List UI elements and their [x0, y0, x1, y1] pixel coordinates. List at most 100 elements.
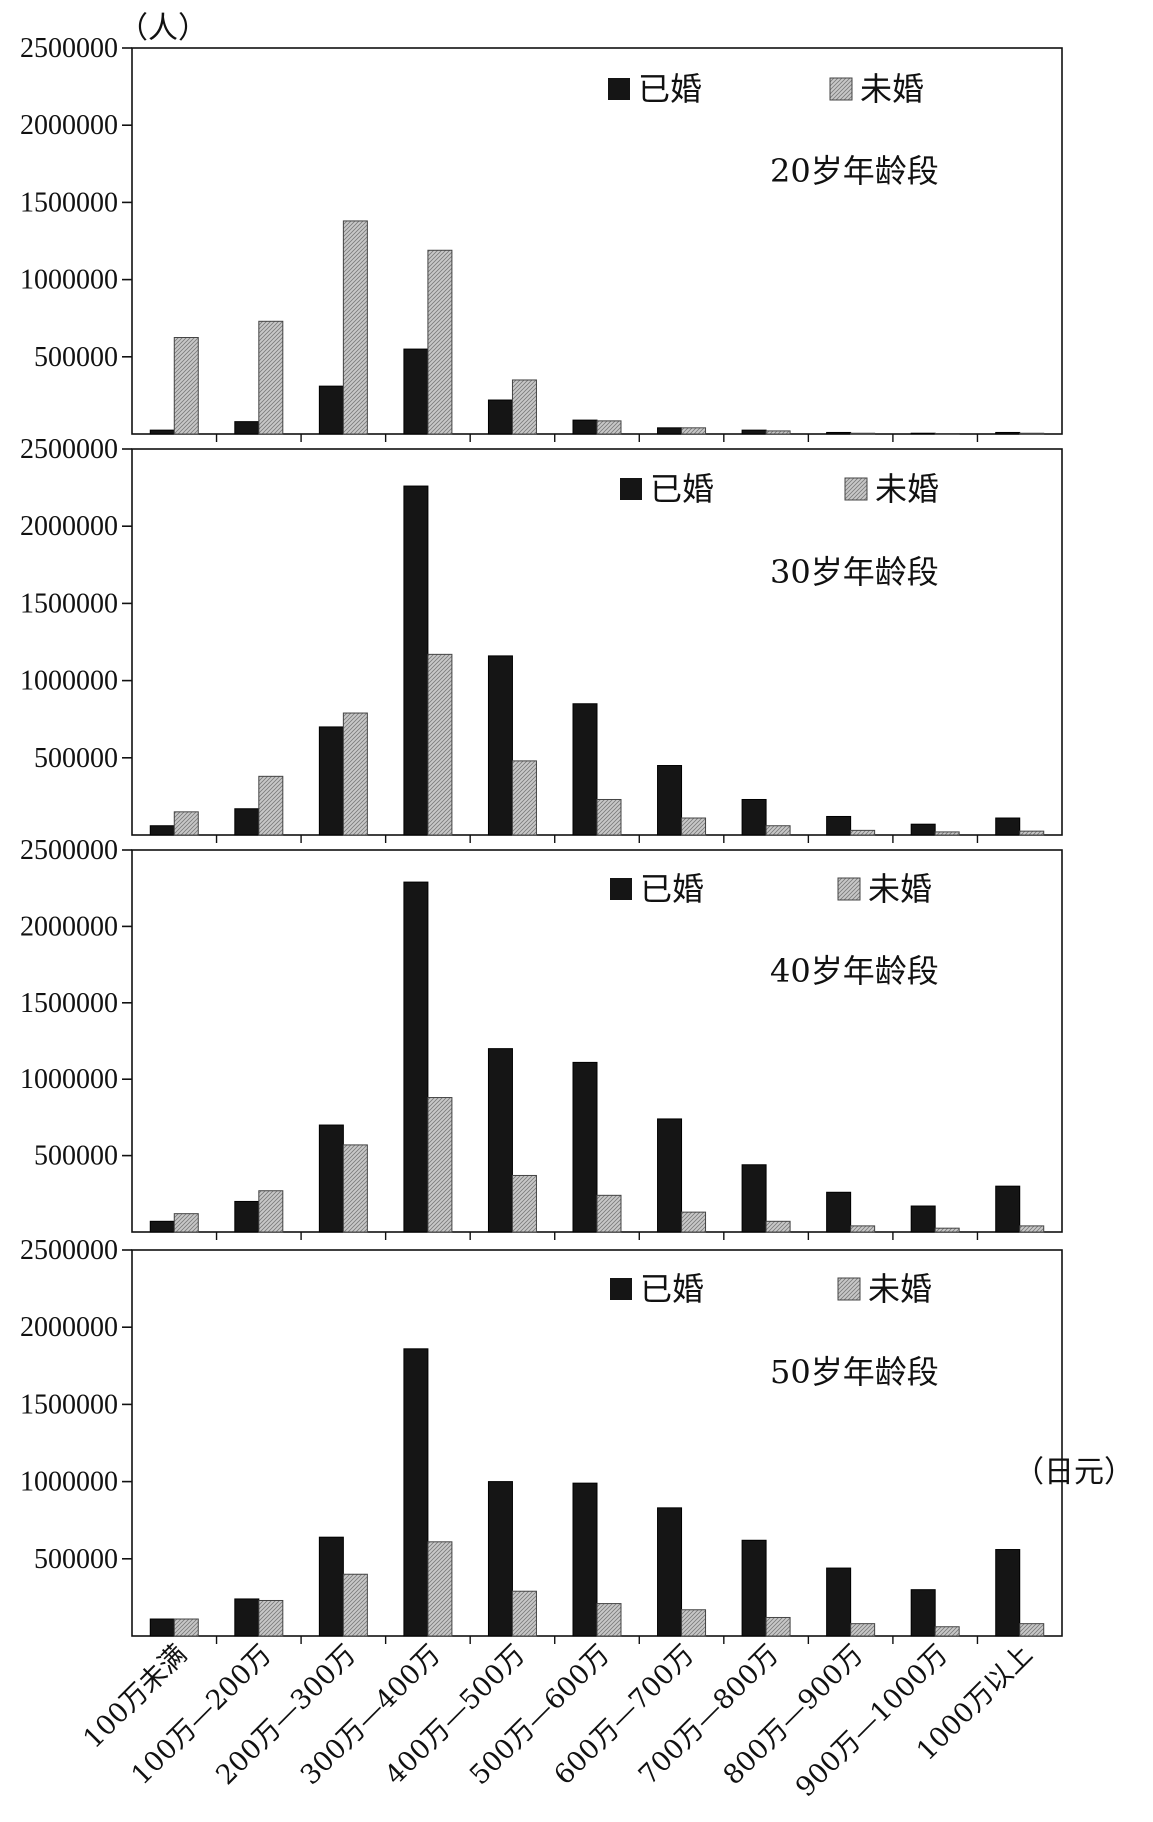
bar-unmarried — [596, 420, 622, 435]
bar-unmarried — [765, 430, 791, 435]
y-tick-label: 2500000 — [20, 835, 118, 866]
bar-unmarried — [342, 1144, 368, 1233]
bar-married — [995, 1549, 1021, 1637]
bar-married — [572, 419, 598, 435]
bar-unmarried — [1019, 1623, 1045, 1637]
y-tick-label: 500000 — [34, 1141, 118, 1172]
bar-married — [910, 1205, 936, 1233]
bar-married — [826, 431, 852, 435]
bar-married — [403, 348, 429, 435]
legend-married-swatch — [620, 478, 642, 500]
bar-married — [234, 808, 260, 836]
y-tick-label: 2000000 — [20, 110, 118, 141]
bar-unmarried — [596, 798, 622, 836]
y-tick-label: 1000000 — [20, 1467, 118, 1498]
bar-married — [318, 385, 344, 435]
panel-age-label: 20岁年龄段 — [770, 152, 939, 190]
bar-married — [910, 1589, 936, 1637]
bar-unmarried — [258, 1190, 284, 1233]
bar-unmarried — [342, 220, 368, 435]
y-tick-label: 500000 — [34, 1544, 118, 1575]
bar-unmarried — [173, 337, 199, 435]
bar-married — [910, 432, 936, 435]
y-tick-label: 2500000 — [20, 33, 118, 64]
y-tick-label: 2500000 — [20, 434, 118, 465]
bar-married — [318, 1536, 344, 1637]
legend-married-label: 已婚 — [650, 470, 714, 508]
bar-married — [234, 1200, 260, 1233]
y-tick-label: 2000000 — [20, 511, 118, 542]
bar-married — [149, 429, 175, 435]
bar-married — [826, 815, 852, 836]
bar-married — [572, 703, 598, 836]
y-tick-label: 500000 — [34, 342, 118, 373]
bar-married — [995, 431, 1021, 435]
legend-unmarried-label: 未婚 — [868, 870, 932, 908]
y-tick-label: 1000000 — [20, 265, 118, 296]
bar-married — [741, 429, 767, 435]
bar-unmarried — [258, 1599, 284, 1637]
bar-unmarried — [681, 817, 707, 836]
bar-married — [910, 823, 936, 836]
bar-unmarried — [173, 1618, 199, 1637]
bar-unmarried — [511, 1174, 537, 1233]
bar-married — [149, 1220, 175, 1233]
bar-unmarried — [681, 1609, 707, 1637]
bar-married — [995, 1185, 1021, 1233]
legend-unmarried-swatch — [837, 1277, 861, 1301]
x-category-label: 900万—1000万 — [790, 1639, 954, 1803]
bar-married — [657, 1118, 683, 1233]
bar-unmarried — [427, 1541, 453, 1637]
bar-unmarried — [427, 1097, 453, 1233]
bar-married — [487, 1048, 513, 1233]
bar-married — [826, 1567, 852, 1637]
y-tick-label: 2000000 — [20, 911, 118, 942]
panel-age-label: 40岁年龄段 — [770, 952, 939, 990]
y-tick-label: 1500000 — [20, 588, 118, 619]
bar-unmarried — [850, 1225, 876, 1233]
legend-married-label: 已婚 — [640, 870, 704, 908]
bar-unmarried — [850, 1623, 876, 1637]
bar-unmarried — [765, 1616, 791, 1637]
y-tick-label: 1000000 — [20, 666, 118, 697]
bar-unmarried — [850, 432, 876, 435]
bar-married — [657, 1507, 683, 1637]
legend-married-swatch — [610, 878, 632, 900]
legend-unmarried-label: 未婚 — [875, 470, 939, 508]
bar-married — [403, 1348, 429, 1637]
legend-unmarried-swatch — [829, 77, 853, 101]
x-unit-label: （日元） — [1014, 1455, 1134, 1490]
panel-2: 500000 1000000 1500000 2000000 2500000 已婚 未婚 30… — [20, 434, 1063, 843]
bar-unmarried — [765, 1220, 791, 1233]
bar-married — [572, 1061, 598, 1233]
legend-married-label: 已婚 — [640, 1270, 704, 1308]
bar-unmarried — [934, 831, 960, 836]
legend-married-swatch — [610, 1278, 632, 1300]
bar-unmarried — [173, 811, 199, 836]
bar-unmarried — [596, 1194, 622, 1233]
legend-married-label: 已婚 — [638, 70, 702, 108]
bar-unmarried — [342, 1573, 368, 1637]
bar-unmarried — [511, 760, 537, 836]
bar-married — [657, 427, 683, 435]
bar-married — [234, 1598, 260, 1637]
bar-married — [826, 1191, 852, 1233]
bar-married — [487, 1481, 513, 1637]
legend-unmarried-label: 未婚 — [868, 1270, 932, 1308]
bar-unmarried — [681, 427, 707, 435]
bar-unmarried — [934, 1227, 960, 1233]
y-tick-label: 1000000 — [20, 1064, 118, 1095]
bar-unmarried — [173, 1213, 199, 1233]
bar-married — [403, 881, 429, 1233]
panel-3: 500000 1000000 1500000 2000000 2500000 已婚 未婚 40… — [20, 835, 1063, 1240]
bar-unmarried — [258, 775, 284, 836]
bar-married — [318, 1124, 344, 1233]
bar-unmarried — [934, 1626, 960, 1637]
legend-unmarried-swatch — [844, 477, 868, 501]
legend-unmarried-label: 未婚 — [860, 70, 924, 108]
bar-unmarried — [258, 320, 284, 435]
panel-age-label: 30岁年龄段 — [770, 553, 939, 591]
bar-unmarried — [1019, 1225, 1045, 1233]
